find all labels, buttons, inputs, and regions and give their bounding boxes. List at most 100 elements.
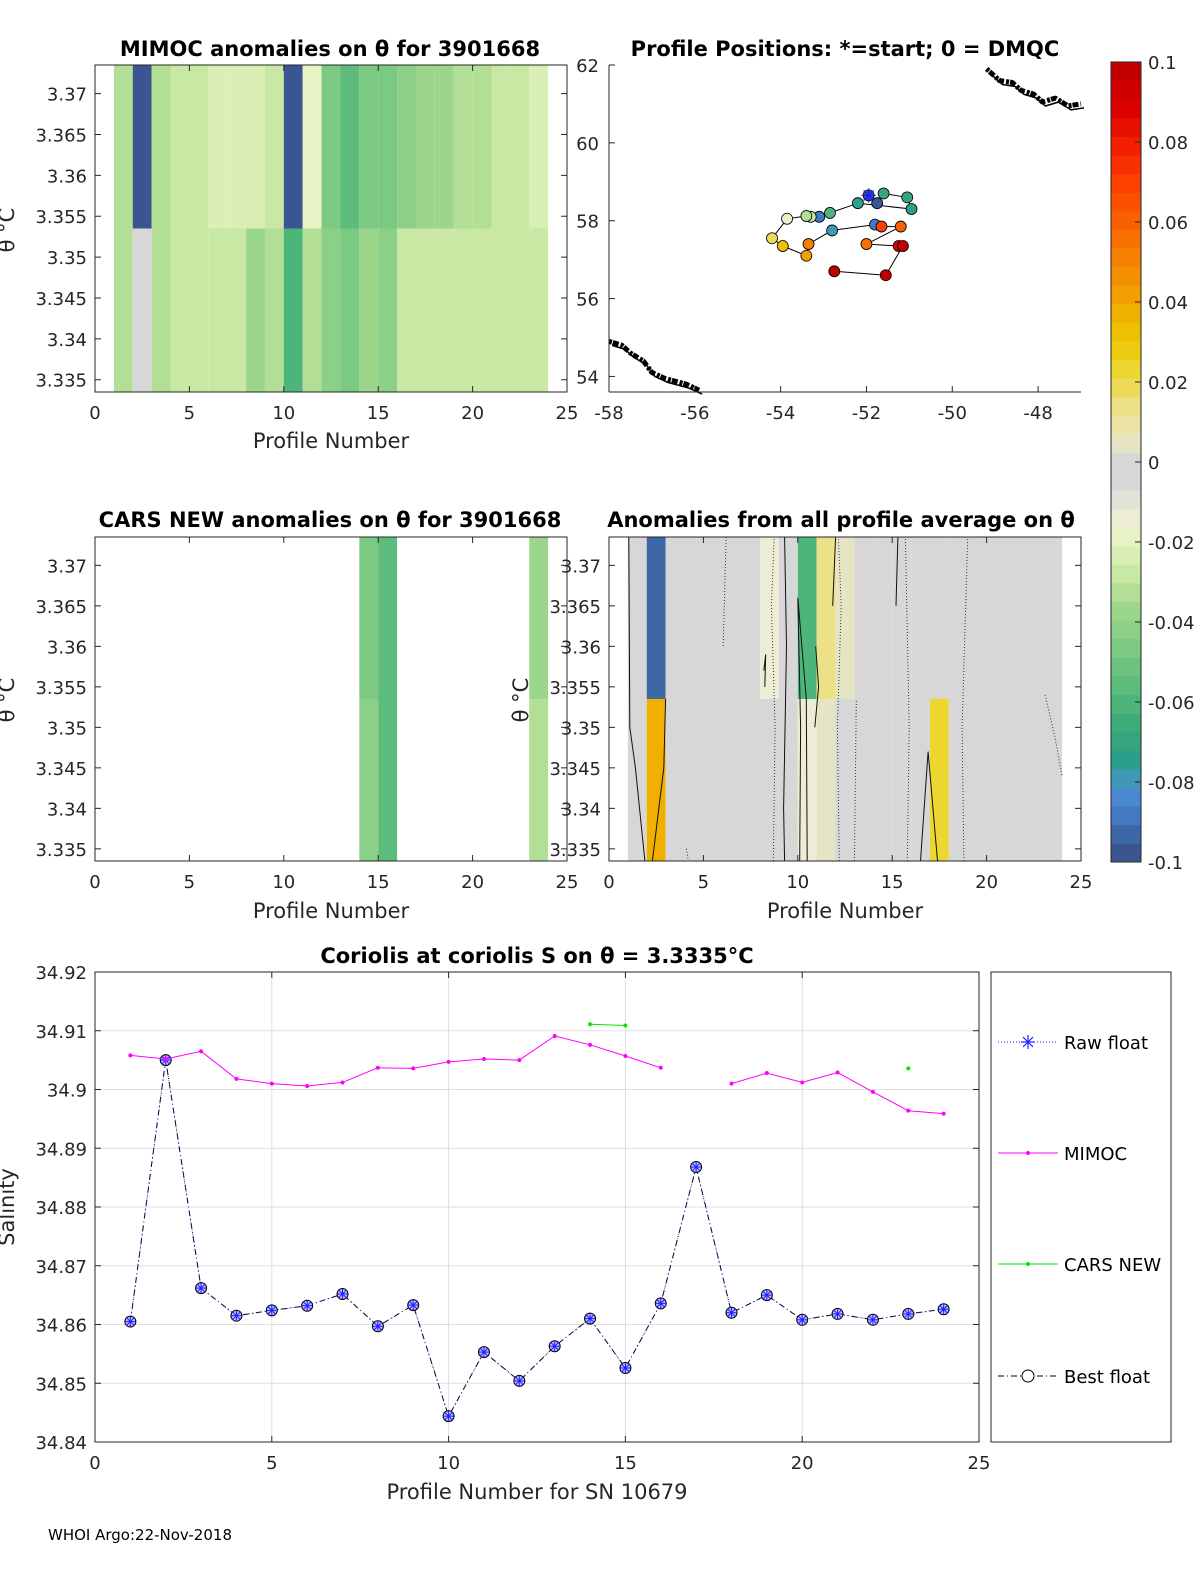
raw-float-point-22	[867, 1314, 878, 1325]
salinity-ytick-label-0: 34.84	[35, 1433, 87, 1454]
position-points	[766, 187, 918, 282]
mimoc-cell-upper-3	[170, 65, 190, 229]
position-point-12	[766, 232, 778, 245]
mimoc-line-0	[130, 1035, 661, 1087]
colorbar-band-24	[1111, 396, 1141, 416]
colorbar-band-17	[1111, 527, 1141, 547]
colorbar-band-6	[1111, 731, 1141, 751]
mimoc-point-10	[446, 1059, 451, 1064]
allavg-heatmap	[627, 537, 1063, 861]
salinity-x-ticks: 0 5 10 15 20 25	[89, 972, 990, 1474]
mimoc-point-9	[411, 1066, 416, 1071]
mimoc-y-ticks: 3.335 3.34 3.345 3.35 3.355 3.36 3.365 3.37	[35, 85, 567, 392]
allavg-cell-upper-3	[760, 537, 779, 699]
position-point-14	[800, 249, 813, 262]
position-point-13	[776, 240, 789, 252]
positions-x-ticks: -58 -56 -54 -52 -50 -48	[594, 386, 1053, 424]
allavg-cell-lower-0	[627, 699, 647, 861]
track-line	[771, 192, 913, 276]
salinity-ytick-label-6: 34.9	[47, 1081, 87, 1102]
map-ytick-label-2: 58	[576, 212, 599, 233]
allavg-cell-lower-11	[911, 699, 930, 861]
mimoc-cell-lower-3	[170, 228, 190, 392]
allavg-xtick-label-3: 15	[881, 872, 904, 893]
colorbar-tick-label-7: -0.04	[1148, 613, 1195, 634]
mimoc-panel: MIMOC anomalies on θ for 3901668 0 5 10 15 2…	[0, 37, 578, 453]
contour-dotted-7	[685, 848, 689, 862]
cars-cell-lower-2	[529, 699, 549, 861]
mimoc-point-18	[729, 1081, 734, 1086]
mimoc-point-2	[163, 1056, 168, 1061]
cars-xtick-label-0: 0	[89, 872, 100, 893]
mimoc-cell-upper-4	[189, 65, 209, 229]
raw-float-point-23	[903, 1308, 914, 1319]
cars-ytick-label-0: 3.335	[35, 840, 87, 861]
legend-items: Raw float MIMOC CARS NEW Best float	[998, 1033, 1161, 1388]
colorbar-band-40	[1111, 99, 1141, 119]
allavg-cell-lower-13	[948, 699, 1063, 861]
raw-float-point-10	[443, 1411, 454, 1422]
map-ytick-label-0: 54	[576, 367, 599, 388]
cars-ytick-label-7: 3.37	[47, 556, 87, 577]
cars-heatmap	[359, 537, 549, 861]
raw-float-point-8	[372, 1321, 383, 1332]
raw-float-star-stroke	[373, 1321, 383, 1331]
allavg-ytick-label-3: 3.35	[561, 718, 601, 739]
cars-ytick-label-3: 3.35	[47, 718, 87, 739]
positions-y-ticks: 54 56 58 60 62	[576, 56, 615, 388]
salinity-lines	[124, 1022, 950, 1423]
colorbar-band-20	[1111, 471, 1141, 491]
contour-dotted-1	[770, 536, 776, 862]
footer-text: WHOI Argo:22-Nov-2018	[48, 1526, 232, 1544]
raw-float-star-stroke	[126, 1317, 135, 1326]
mimoc-xtick-label-4: 20	[461, 403, 484, 424]
contour-solid-4	[797, 597, 808, 862]
legend-sample-0	[998, 1035, 1058, 1049]
colorbar-band-0	[1111, 843, 1141, 863]
colorbar-ticks: 0.1 0.08 0.06 0.04 0.02 0 -0.02 -0.04 -0.06 -0.08…	[1135, 53, 1195, 874]
allavg-xtick-label-0: 0	[603, 872, 614, 893]
raw-float-star-stroke	[196, 1283, 206, 1293]
allavg-cell-upper-13	[948, 537, 1063, 699]
colorbar-band-27	[1111, 341, 1141, 361]
mimoc-cell-upper-5	[208, 65, 228, 229]
cars-ytick-label-2: 3.345	[35, 759, 87, 780]
mimoc-xtick-label-2: 10	[272, 403, 295, 424]
mimoc-cell-upper-15	[397, 65, 416, 229]
colorbar-tick-label-1: 0.08	[1148, 133, 1188, 154]
allavg-panel: Anomalies from all profile average on θ …	[509, 508, 1092, 923]
mimoc-ytick-label-2: 3.345	[35, 289, 87, 310]
legend: Raw float MIMOC CARS NEW Best float	[990, 971, 1172, 1443]
colorbar-band-13	[1111, 601, 1141, 621]
raw-float-star-stroke	[797, 1315, 807, 1325]
colorbar-band-22	[1111, 434, 1141, 454]
allavg-cell-upper-9	[873, 537, 893, 699]
mimoc-point-24	[941, 1111, 946, 1116]
raw-float-line-0	[129, 1060, 944, 1418]
mimoc-cell-lower-11	[321, 228, 341, 392]
contour-solid-6	[832, 536, 837, 606]
colorbar-band-33	[1111, 229, 1141, 249]
raw-float-point-4	[231, 1310, 242, 1321]
position-point-3	[877, 187, 890, 200]
mimoc-point-15	[623, 1054, 628, 1059]
map-ytick-label-3: 60	[576, 134, 599, 155]
cars-ytick-label-5: 3.36	[47, 637, 87, 658]
salinity-xtick-label-4: 20	[791, 1453, 814, 1474]
start-star-stroke-3	[863, 189, 875, 201]
mimoc-cell-lower-22	[529, 228, 549, 392]
allavg-cell-lower-7	[835, 699, 855, 861]
raw-float-point-5	[266, 1305, 277, 1316]
mimoc-point-5	[269, 1081, 274, 1086]
mimoc-cell-lower-9	[283, 228, 303, 392]
salinity-xtick-label-5: 25	[968, 1453, 991, 1474]
mimoc-cell-upper-11	[321, 65, 341, 229]
cars-xtick-label-2: 10	[272, 872, 295, 893]
map-ytick-label-1: 56	[576, 290, 599, 311]
float-track	[771, 192, 913, 276]
position-point-24	[828, 265, 841, 278]
raw-float-point-24	[938, 1304, 949, 1315]
raw-float-star-stroke	[691, 1162, 701, 1172]
map-xtick-label-2: -54	[766, 403, 795, 424]
salinity-y-label: Salinity	[0, 1168, 19, 1246]
